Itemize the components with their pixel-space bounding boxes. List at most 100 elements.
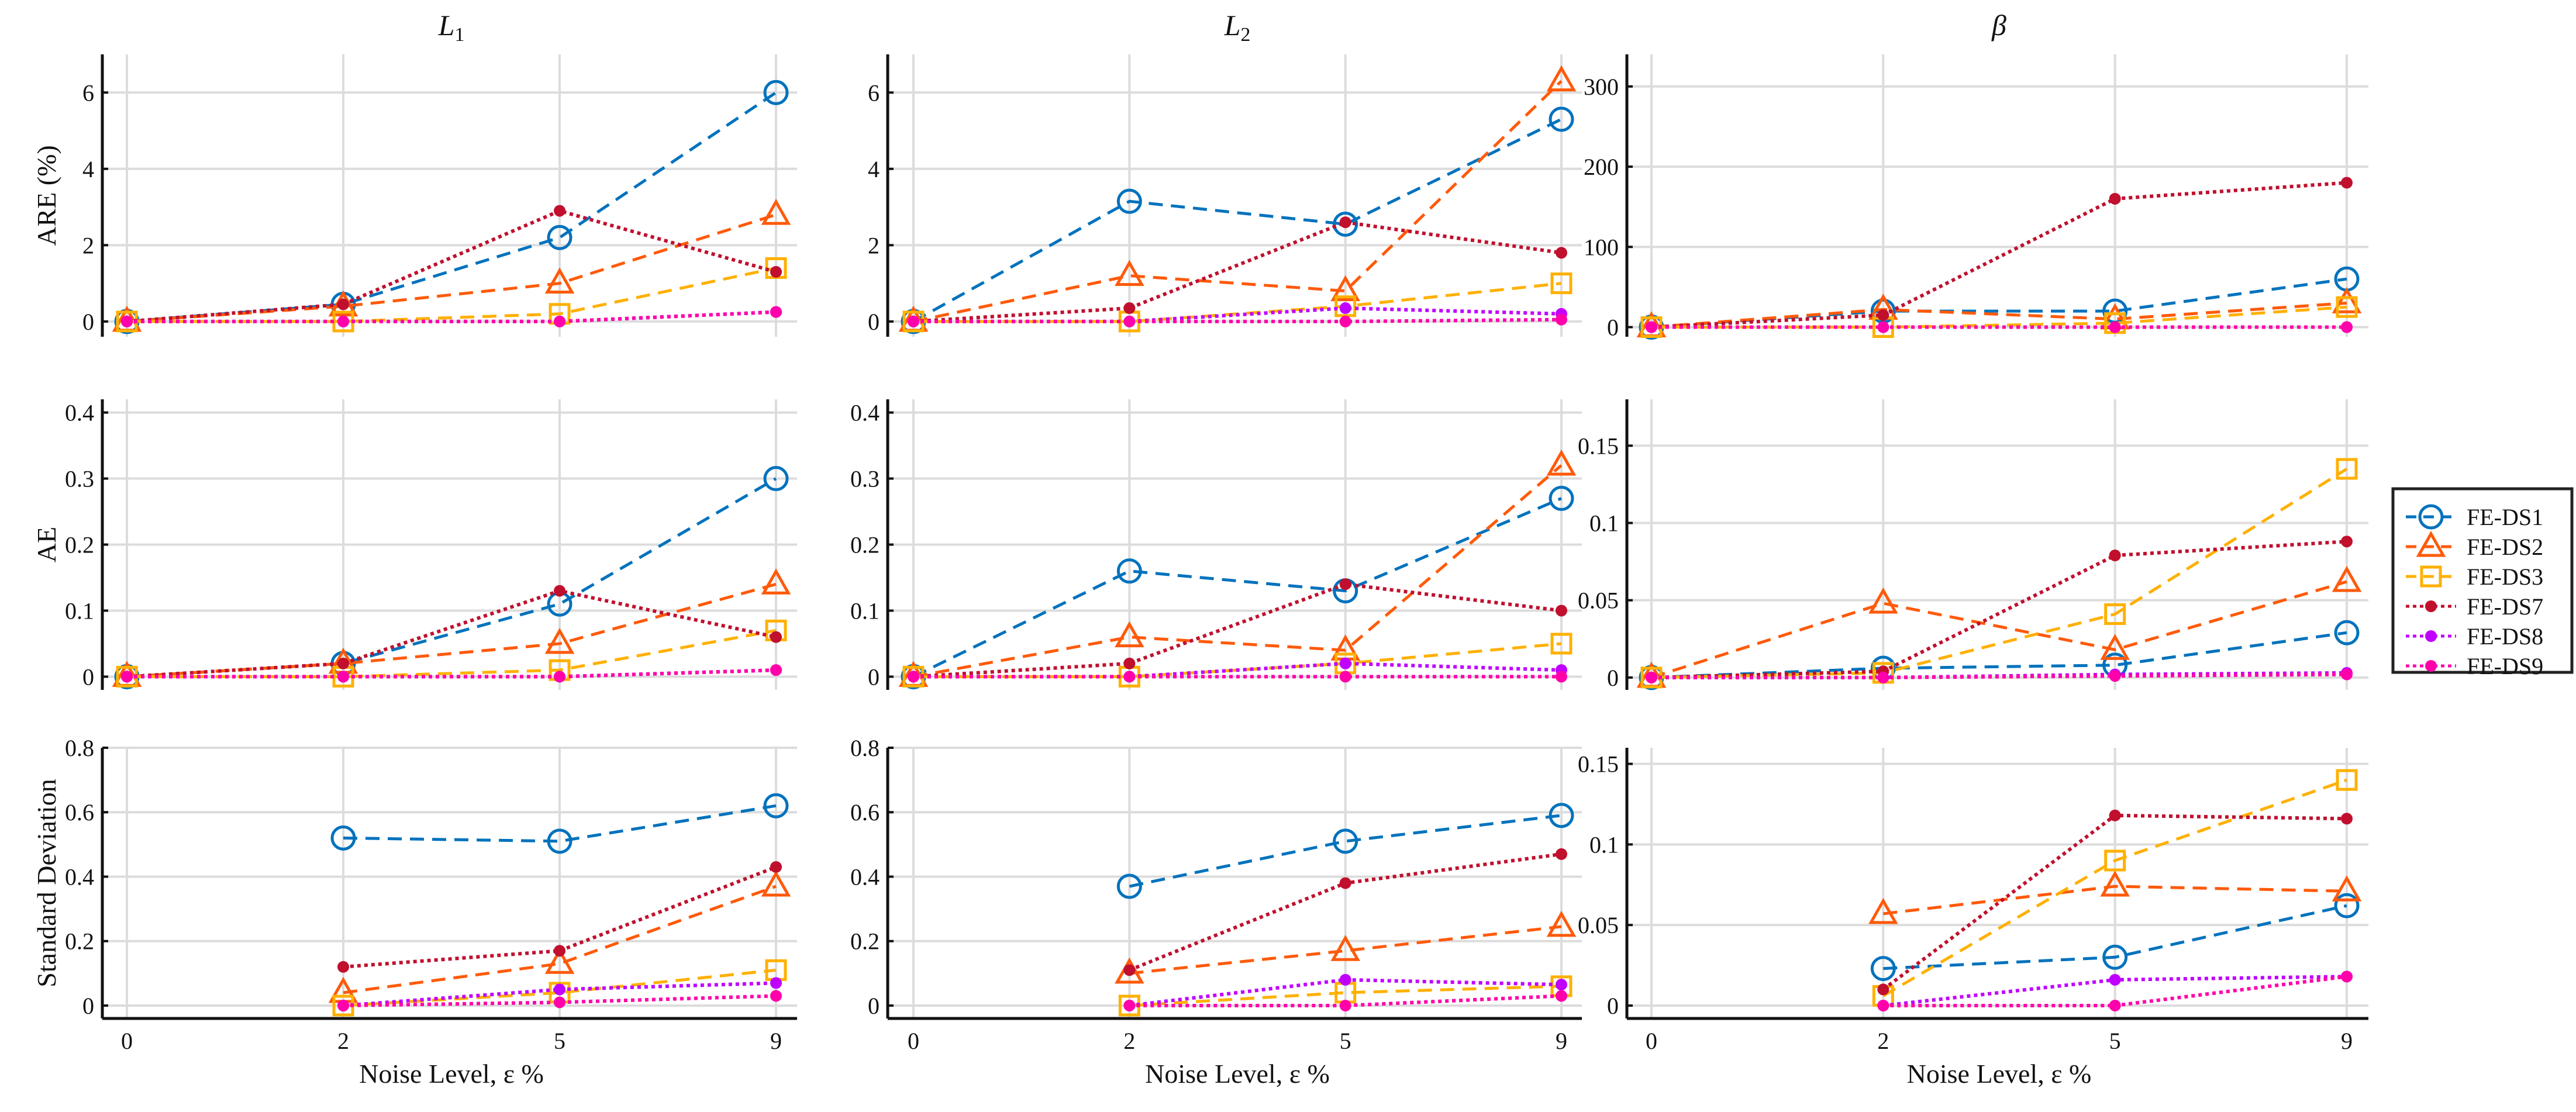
- y-tick-label: 0: [868, 664, 880, 690]
- series-line: [1129, 994, 1562, 1007]
- y-axis-label: AE: [32, 527, 61, 562]
- y-tick-label: 300: [1584, 74, 1619, 100]
- series-fe-ds2: [1636, 565, 2362, 688]
- marker-dot: [337, 315, 349, 327]
- series-line: [126, 582, 777, 678]
- marker-triangle: [761, 870, 791, 897]
- x-tick-label: 0: [908, 1028, 919, 1054]
- legend: FE-DS1 FE-DS2 FE-DS3 FE-DS7 FE-DS8 FE-DS9: [2391, 487, 2574, 679]
- series-line: [1651, 301, 2347, 329]
- marker-circle: [1116, 558, 1142, 584]
- series-line: [1651, 580, 2347, 679]
- series-fe-ds2: [112, 199, 791, 332]
- y-tick-label: 0.8: [65, 735, 94, 761]
- series-fe-ds7: [121, 205, 782, 327]
- marker-dot: [770, 266, 782, 278]
- marker-triangle: [1115, 621, 1144, 648]
- marker-dot: [1123, 964, 1136, 976]
- marker-dot: [2109, 550, 2121, 562]
- series-fe-ds9: [908, 671, 1567, 683]
- series-fe-ds7: [1123, 848, 1567, 976]
- y-tick-label: 0: [82, 664, 94, 690]
- panel-r0-c2: 0 100 200 300 β: [1584, 9, 2368, 341]
- series-fe-ds7: [337, 861, 782, 973]
- marker-dot: [1123, 657, 1136, 669]
- marker-triangle: [761, 568, 791, 595]
- y-tick-label: 0: [82, 993, 94, 1019]
- marker-dot: [554, 996, 565, 1009]
- panel-r0-c0: 0 2 4 6 L1 ARE (%): [32, 9, 797, 337]
- y-tick-label: 0.4: [65, 400, 94, 426]
- marker-dot: [1646, 671, 1657, 683]
- marker-triangle: [1115, 957, 1144, 984]
- y-tick-label: 2: [82, 232, 94, 258]
- marker-square: [2336, 296, 2358, 318]
- series-line: [913, 80, 1563, 323]
- marker-dot: [2109, 809, 2121, 821]
- marker-triangle: [2100, 634, 2130, 660]
- legend-label: FE-DS2: [2467, 534, 2543, 560]
- marker-circle: [547, 828, 573, 854]
- y-tick-label: 0.8: [850, 735, 880, 761]
- series-fe-ds9: [1123, 990, 1567, 1011]
- marker-dot: [2341, 321, 2353, 333]
- marker-dot: [554, 983, 565, 996]
- marker-dot: [770, 977, 782, 989]
- series-line: [913, 220, 1562, 323]
- y-tick-label: 0: [1607, 315, 1619, 341]
- x-tick-label: 2: [1877, 1028, 1889, 1054]
- series-fe-ds7: [1646, 536, 2353, 683]
- series-line: [343, 994, 777, 1007]
- marker-dot: [2109, 192, 2121, 205]
- x-tick-label: 0: [1646, 1028, 1657, 1054]
- legend-label: FE-DS8: [2467, 623, 2543, 650]
- marker-triangle: [2416, 530, 2446, 557]
- marker-dot: [1123, 315, 1136, 327]
- x-tick-label: 9: [2341, 1028, 2353, 1054]
- x-axis-label: Noise Level, ε %: [359, 1059, 544, 1089]
- series-fe-ds3: [1640, 458, 2358, 689]
- series-fe-ds7: [1646, 177, 2353, 333]
- series-line: [343, 885, 777, 994]
- marker-dot: [1556, 247, 1567, 259]
- legend-item: FE-DS8: [2406, 623, 2543, 650]
- y-tick-label: 0.2: [65, 928, 94, 955]
- marker-circle: [763, 80, 789, 105]
- marker-dot: [2109, 321, 2121, 333]
- marker-circle: [2102, 944, 2128, 970]
- marker-dot: [1123, 302, 1136, 315]
- series-fe-ds1: [330, 793, 789, 854]
- marker-dot: [2341, 536, 2353, 548]
- x-axis-label: Noise Level, ε %: [1907, 1059, 2092, 1089]
- series-fe-ds1: [1116, 803, 1574, 899]
- series-fe-ds9: [1646, 321, 2353, 333]
- series-line: [1129, 925, 1562, 975]
- marker-triangle: [544, 627, 575, 654]
- series-fe-ds1: [1870, 893, 2360, 982]
- legend-label: FE-DS3: [2467, 564, 2543, 590]
- marker-circle: [763, 466, 789, 492]
- series-line: [1883, 885, 2347, 916]
- marker-circle: [2334, 893, 2360, 918]
- legend-item: FE-DS7: [2406, 593, 2543, 620]
- marker-dot: [908, 315, 919, 327]
- y-tick-label: 0.4: [850, 864, 880, 890]
- y-tick-label: 6: [868, 80, 880, 106]
- series-fe-ds2: [1868, 870, 2362, 924]
- series-line: [1129, 978, 1562, 1007]
- marker-dot: [554, 671, 565, 683]
- marker-triangle: [761, 199, 791, 225]
- x-tick-label: 5: [2109, 1028, 2121, 1054]
- x-axis-label: Noise Level, ε %: [1145, 1059, 1330, 1089]
- series-fe-ds9: [121, 306, 782, 327]
- series-line: [1129, 814, 1562, 888]
- x-tick-label: 2: [337, 1028, 349, 1054]
- marker-dot: [1877, 983, 1889, 996]
- series-fe-ds1: [114, 466, 789, 689]
- marker-dot: [337, 657, 349, 669]
- y-tick-label: 6: [82, 80, 94, 106]
- y-tick-label: 100: [1584, 234, 1619, 260]
- legend-label: FE-DS7: [2467, 593, 2543, 620]
- marker-dot: [908, 671, 919, 683]
- marker-dot: [770, 990, 782, 1002]
